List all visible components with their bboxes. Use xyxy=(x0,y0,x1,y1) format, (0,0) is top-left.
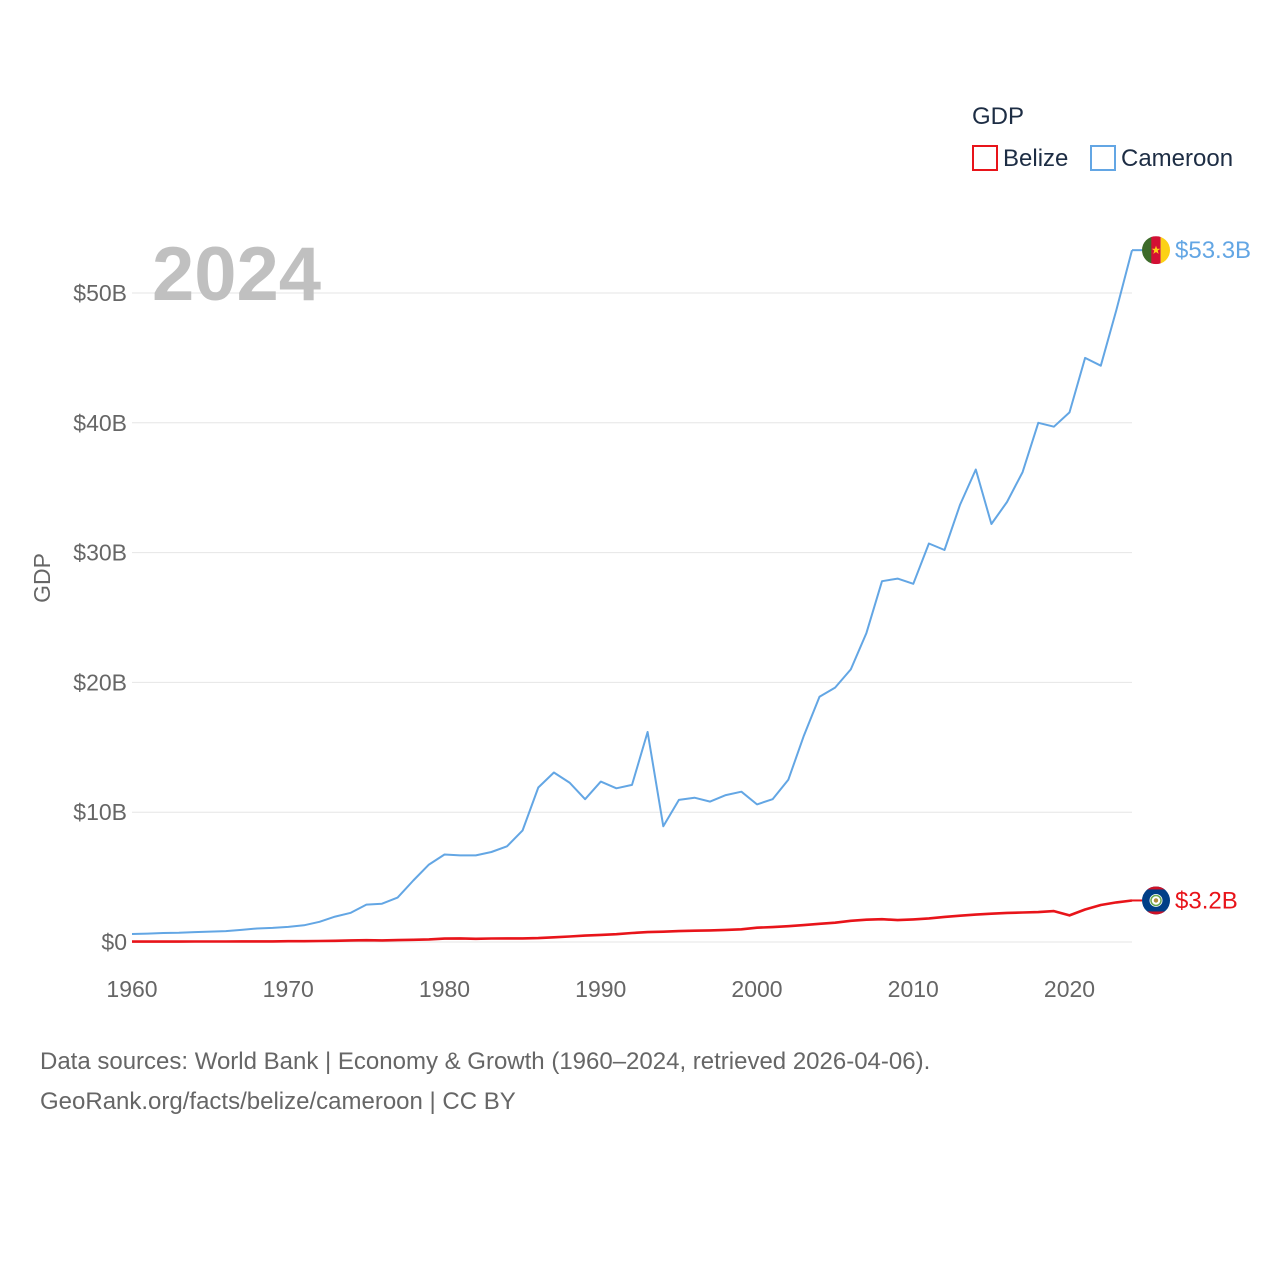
year-watermark: 2024 xyxy=(152,232,321,317)
y-tick-label: $20B xyxy=(73,669,127,695)
y-tick-label: $50B xyxy=(73,280,127,306)
legend-label-cameroon: Cameroon xyxy=(1121,145,1233,172)
legend-swatch-belize xyxy=(972,145,998,171)
series-endpoints xyxy=(1132,249,1142,902)
series-lines xyxy=(131,249,1133,943)
legend-label-belize: Belize xyxy=(1003,145,1068,172)
y-axis-ticks: $0 $10B $20B $30B $40B $50B xyxy=(73,280,127,955)
y-tick-label: $0 xyxy=(101,929,127,955)
x-tick-label: 2000 xyxy=(731,976,782,1002)
y-tick-label: $30B xyxy=(73,540,127,566)
x-tick-label: 1990 xyxy=(575,976,626,1002)
footer-attribution[interactable]: GeoRank.org/facts/belize/cameroon | CC B… xyxy=(40,1088,516,1115)
end-label-cameroon: $53.3B xyxy=(1175,237,1251,264)
footer: Data sources: World Bank | Economy & Gro… xyxy=(40,1042,930,1122)
legend-swatch-cameroon xyxy=(1090,145,1116,171)
x-axis-ticks: 1960 1970 1980 1990 2000 2010 2020 xyxy=(106,976,1095,1002)
grid-lines xyxy=(132,292,1132,943)
legend-item-belize[interactable]: Belize xyxy=(972,145,1068,172)
x-tick-label: 2020 xyxy=(1044,976,1095,1002)
belize-flag-icon xyxy=(1142,886,1170,915)
x-tick-label: 1960 xyxy=(106,976,157,1002)
footer-sources: Data sources: World Bank | Economy & Gro… xyxy=(40,1048,931,1075)
cameroon-flag-icon xyxy=(1142,236,1170,265)
legend-title: GDP xyxy=(972,103,1024,130)
x-tick-label: 1970 xyxy=(263,976,314,1002)
series-line-cameroon[interactable] xyxy=(131,249,1133,935)
legend: GDP Belize Cameroon xyxy=(972,103,1233,172)
y-axis-label: GDP xyxy=(29,553,55,603)
x-tick-label: 1980 xyxy=(419,976,470,1002)
y-tick-label: $40B xyxy=(73,410,127,436)
x-tick-label: 2010 xyxy=(888,976,939,1002)
legend-item-cameroon[interactable]: Cameroon xyxy=(1090,145,1233,172)
series-line-belize[interactable] xyxy=(132,899,1133,943)
y-tick-label: $10B xyxy=(73,799,127,825)
end-label-belize: $3.2B xyxy=(1175,887,1238,914)
